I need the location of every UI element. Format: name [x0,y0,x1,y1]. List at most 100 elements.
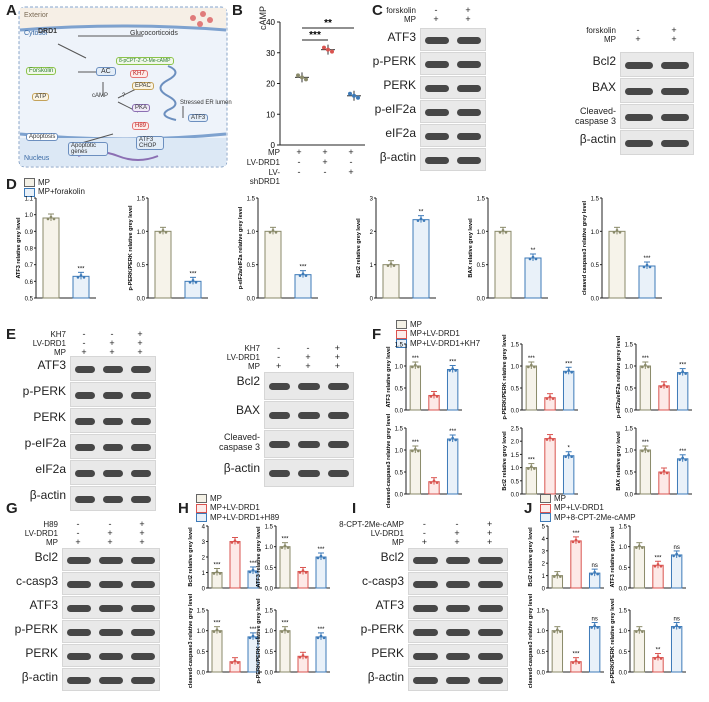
chart-j-3-point [596,626,599,629]
blot-e-row-label: β-actin [29,488,66,502]
blot-c-band [425,84,449,92]
chart-f-3-sig: *** [642,356,650,362]
chart-d-3-ytick-label: 1.5 [247,197,256,203]
blot-i-head-cell: + [421,537,427,547]
chart-d-6-ytick-label: 1.0 [591,230,600,236]
blot-g-head-cell: + [139,519,145,529]
chart-b-point [300,75,304,80]
blot-g-head-cell: + [107,537,113,547]
chart-j-1-ytick-label: 4 [542,537,546,543]
blot-c-right-row-label: BAX [591,80,616,94]
chart-j-1-point [571,540,575,544]
chart-h-3-point [212,630,216,633]
blot-e-strip [70,356,156,381]
blot-e-right-band [269,441,291,448]
chart-d-1-ytick-label: 1.0 [25,213,34,219]
chart-j-3-ytick-label: 1.0 [537,629,546,635]
chart-d-3-ytick-label: 0.5 [247,263,256,269]
chart-d-2-ylabel: p-PERK/PERK relative grey level [128,205,134,290]
legend-j-cpt: MP+8-CPT-2Me-cAMP [554,512,636,522]
glucocorticoids-label: Glucocorticoids [130,30,178,37]
blot-i-strip [408,668,508,691]
chart-f-4-point [448,438,451,442]
blot-i-band [478,580,503,588]
chart-j-2-sig: *** [654,555,662,561]
chart-j-1-point [553,575,556,578]
blot-c-band [457,60,481,68]
chart-j-4-point [635,630,638,633]
blot-i-band [445,580,471,588]
epac-box: EPAC [132,82,154,90]
legend-h-drd1: MP+LV-DRD1 [210,503,260,513]
chart-j-2-ytick-label: 1.0 [619,545,628,551]
blot-g-row-label: β-actin [21,670,58,684]
blot-c-head-cell: + [433,14,439,24]
chart-f-1-ylabel: ATF3 relative grey level [386,346,392,408]
chart-j-2-point [659,564,663,568]
chart-f-6-point [647,449,650,453]
chart-d-6-point [615,229,619,232]
chart-f-5-ytick-label: 2.5 [511,427,520,433]
chart-h-4-point [283,628,287,631]
chart-d-2-point [194,281,198,284]
chart-h-4-point [298,655,302,659]
chart-j-4-ytick-label: 1.0 [619,629,628,635]
chart-h-1-point [251,568,255,572]
chart-f-4-ylabel: cleaved-caspase3 relative grey level [386,413,392,508]
chart-f-4-point [414,447,417,451]
blot-e-row-label: PERK [33,410,66,424]
chart-f-4-ytick-label: 0.0 [395,493,404,499]
chart-d-1-ytick-label: 0.9 [25,230,34,236]
chart-h-2-point [301,569,305,572]
blot-i-row-label: PERK [371,646,404,660]
chart-j-1-bar [570,540,582,589]
chart-d-6-point [642,265,646,269]
blot-e-band [131,365,151,373]
chart-h-1-bar [229,541,241,589]
blot-e-right-band [327,470,349,477]
blot-c-row-label: β-actin [379,150,416,164]
blot-g-band [131,556,155,564]
chart-h-4-sig: *** [281,621,289,627]
legend-j-swatch-drd1 [540,503,551,513]
chart-b-point [356,95,360,100]
chart-f-3-point [684,372,687,375]
blot-e-right-head-cell: - [306,343,310,353]
blot-g-strip [62,548,160,571]
chart-j-4-point [641,630,644,633]
chart-h-3-point [254,636,258,640]
chart-f-3-point [678,372,681,375]
chart-d-1-ytick-label: 1.1 [25,197,34,203]
blot-c-row-label: ATF3 [387,30,416,44]
chart-f-2-sig: *** [528,356,536,362]
blot-g-head-label: MP [46,538,58,547]
chart-f-3-ytick-label: 0.0 [625,409,634,415]
blot-i-row-label: ATF3 [375,598,404,612]
blot-e-right-head-cell: + [305,361,311,371]
blot-e-right-band [269,383,291,390]
chart-h-4-point [280,630,284,633]
chart-d-1-point [79,274,83,277]
chart-j-2-bar [670,554,683,589]
chart-b-row-label: LV-shDRD1 [249,168,280,186]
blot-c-head-cell: - [434,5,438,15]
blot-c-right-band [661,61,689,69]
chart-j-3-point [593,624,596,627]
blot-e-right-head-cell: + [305,352,311,362]
chart-h-4-point [304,655,308,659]
chart-h-4-point [286,630,290,633]
chart-b-sig-2: ** [324,18,332,29]
chart-f-2-bar [525,365,538,411]
chart-f-1-ytick-label: 0.5 [395,387,404,393]
chart-h-3-bar [211,630,223,673]
chart-d-2-sig: *** [189,271,197,277]
chart-f-5-bar [544,438,556,495]
chart-h-2-sig: *** [281,537,289,543]
blot-e-right-band [298,470,320,477]
chart-d-2-point [158,231,162,234]
chart-f-3-sig: *** [679,363,687,369]
blot-g-band [99,556,123,564]
chart-d-6-ytick-label: 0.0 [591,297,600,303]
chart-h-4-point [316,636,320,640]
chart-d-1-sig: *** [77,266,85,272]
